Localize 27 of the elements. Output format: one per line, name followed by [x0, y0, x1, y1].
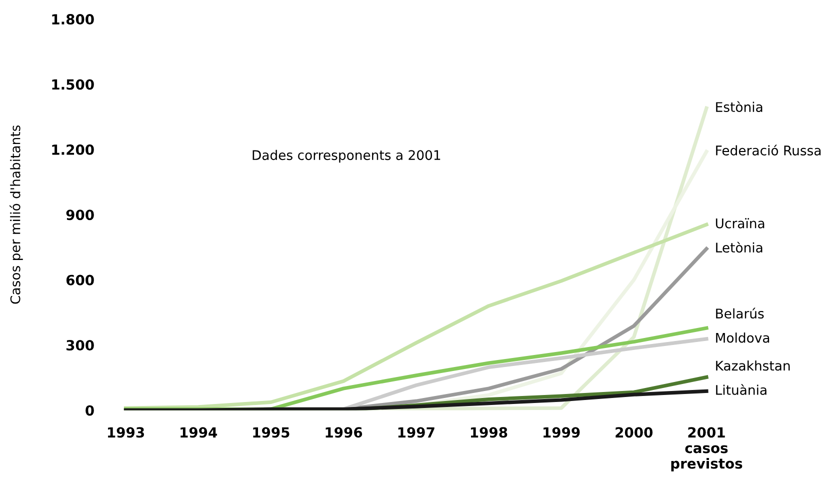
y-axis-title: Casos per milió d'habitants	[10, 125, 23, 304]
x-tick-label: 1993	[108, 427, 144, 438]
x-tick-label: 1999	[544, 427, 580, 438]
series-label: Federació Russa	[716, 144, 821, 156]
y-tick-label: 1.200	[52, 144, 94, 155]
series-label: Lituània	[716, 384, 766, 395]
y-tick-label: 0	[86, 405, 94, 416]
series-label: Letònia	[716, 242, 762, 253]
series-label: Ucraïna	[716, 218, 764, 228]
x-tick-label: 1998	[470, 427, 508, 438]
series-label: Moldova	[716, 332, 770, 343]
y-tick-label: 900	[66, 210, 94, 220]
y-tick-label: 300	[66, 340, 94, 351]
x-tick-label: 1995	[253, 427, 290, 438]
line-series	[124, 389, 708, 410]
x-tick-label: 1994	[180, 427, 218, 438]
x-tick-label: 2000	[616, 427, 653, 438]
y-tick-label: 1.500	[52, 79, 94, 90]
series-label: Estònia	[716, 101, 762, 112]
x-tick-label: 1997	[398, 427, 434, 438]
x-tick-label: 2001 casos previstos	[671, 427, 742, 472]
annotation: Dades corresponents a 2001	[252, 150, 440, 163]
y-tick-label: 600	[66, 274, 94, 286]
series-label: Belarús	[716, 308, 764, 319]
y-tick-label: 1.800	[52, 14, 94, 25]
x-tick-label: 1996	[326, 427, 362, 438]
series-label: Kazakhstan	[716, 360, 790, 371]
